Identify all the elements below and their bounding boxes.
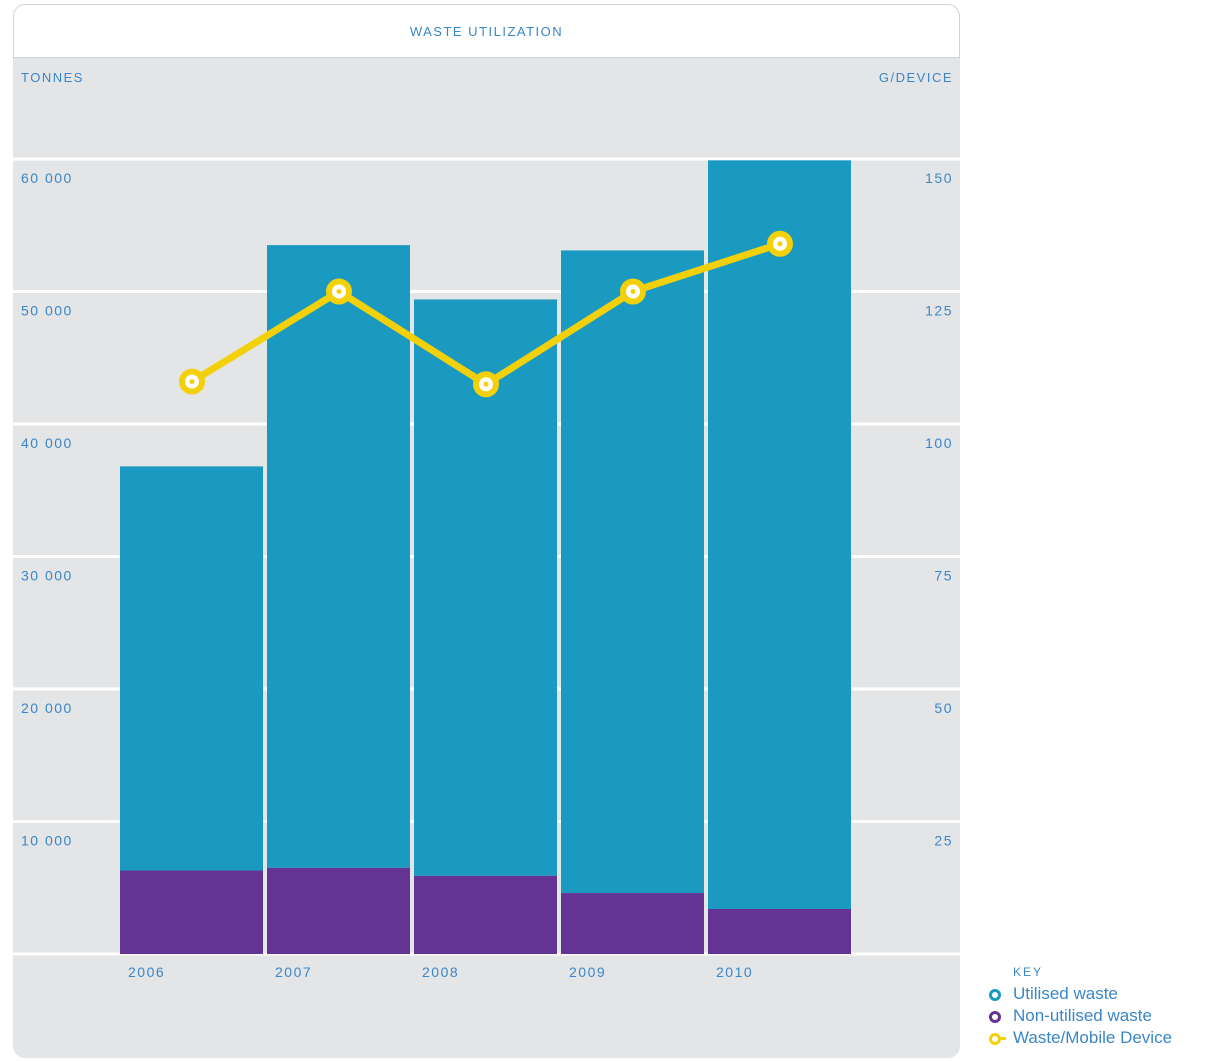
legend-title: KEY: [1013, 965, 1044, 979]
x-tick-label: 2006: [128, 964, 165, 980]
x-tick-label: 2007: [275, 964, 312, 980]
non-utilised-bar: [120, 870, 263, 954]
legend-item-utilised: Utilised waste: [985, 983, 1172, 1005]
y-right-tick-label: 125: [925, 303, 953, 319]
x-tick-label: 2010: [716, 964, 753, 980]
non-utilised-bar: [414, 875, 557, 954]
non-utilised-swatch-icon: [989, 1011, 1001, 1023]
legend-item-non-utilised: Non-utilised waste: [985, 1005, 1172, 1027]
y-left-tick-label: 10 000: [21, 833, 73, 849]
utilised-swatch-icon: [989, 989, 1001, 1001]
waste-per-device-swatch-icon: [989, 1033, 1001, 1045]
y-left-tick-label: 60 000: [21, 170, 73, 186]
x-tick-label: 2008: [422, 964, 459, 980]
waste-per-device-point-dot: [630, 289, 636, 294]
utilised-bar: [267, 245, 410, 868]
non-utilised-bar: [708, 908, 851, 954]
non-utilised-bar: [267, 867, 410, 954]
y-right-tick-label: 75: [934, 568, 953, 584]
chart-title: WASTE UTILIZATION: [13, 4, 960, 58]
line-dash-icon: [1000, 1037, 1006, 1040]
legend: KEY Utilised waste Non-utilised waste Wa…: [985, 965, 1172, 1049]
utilised-bar: [561, 250, 704, 894]
waste-per-device-point-dot: [189, 379, 195, 385]
legend-label-non-utilised: Non-utilised waste: [1013, 1006, 1152, 1025]
non-utilised-bar: [561, 893, 704, 954]
legend-label-utilised: Utilised waste: [1013, 984, 1118, 1003]
y-left-tick-label: 50 000: [21, 303, 73, 319]
x-tick-label: 2009: [569, 964, 606, 980]
y-right-tick-label: 50: [934, 700, 953, 716]
right-axis-title: G/DEVICE: [878, 70, 953, 85]
legend-item-waste-per-device: Waste/Mobile Device: [985, 1027, 1172, 1049]
y-right-tick-label: 150: [925, 170, 953, 186]
y-right-tick-label: 100: [925, 435, 953, 451]
utilised-bar: [120, 466, 263, 871]
utilised-bar: [708, 160, 851, 909]
left-axis-title: TONNES: [21, 70, 84, 85]
waste-per-device-point-dot: [777, 241, 783, 247]
legend-label-waste-per-device: Waste/Mobile Device: [1013, 1028, 1173, 1047]
y-left-tick-label: 30 000: [21, 568, 73, 584]
waste-per-device-point-dot: [336, 289, 342, 294]
y-left-tick-label: 40 000: [21, 435, 73, 451]
y-left-tick-label: 20 000: [21, 700, 73, 716]
waste-per-device-point-dot: [483, 381, 489, 387]
y-right-tick-label: 25: [934, 833, 953, 849]
